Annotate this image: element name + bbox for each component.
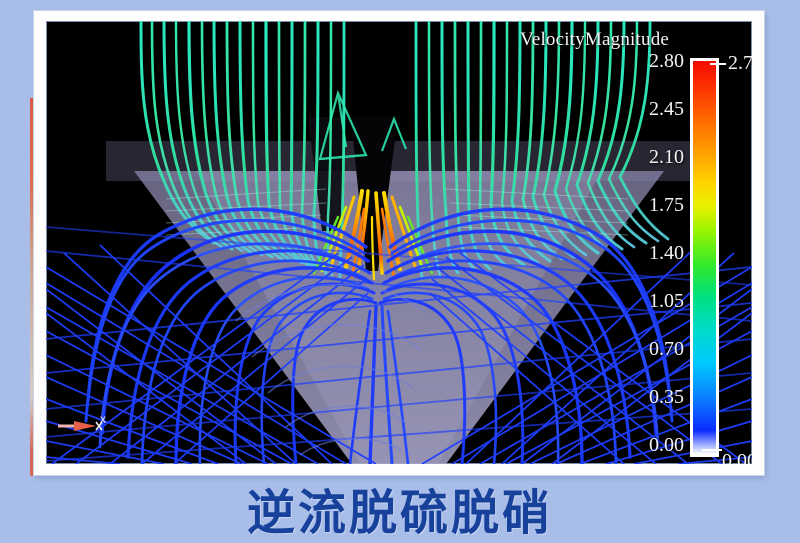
caption-text: 逆流脱硫脱硝 (246, 485, 553, 541)
left-edge-strip (30, 98, 34, 398)
left-edge-strip-lower (30, 398, 34, 476)
axis-gizmo: x (56, 412, 116, 436)
cfd-scene (46, 21, 752, 464)
axis-label-x: x (100, 412, 106, 426)
streamline-render (46, 21, 752, 464)
render-viewport: x VelocityMagnitude 2.80 2.45 2.10 1.75 … (46, 21, 752, 464)
x-axis-arrow-icon (58, 421, 103, 431)
slide-caption: 逆流脱硫脱硝 (0, 474, 800, 542)
